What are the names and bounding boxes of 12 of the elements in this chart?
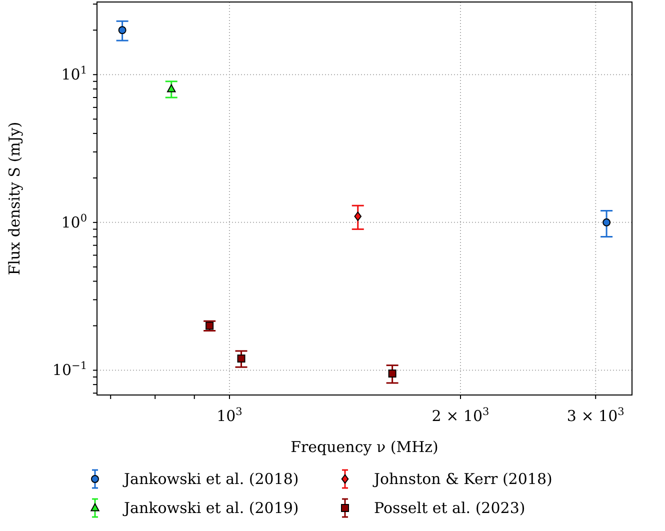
x-tick-label: 2 × 10$^{3}$ xyxy=(432,406,490,425)
x-tick-label: 3 × 10$^{3}$ xyxy=(566,406,624,425)
y-tick-label: 10$^{1}$ xyxy=(61,64,87,84)
legend-label: Jankowski et al. (2018) xyxy=(124,470,299,488)
legend-label: Johnston & Kerr (2018) xyxy=(374,470,552,488)
legend-label: Jankowski et al. (2019) xyxy=(124,498,299,516)
y-tick-label: 10$^{0}$ xyxy=(61,212,87,232)
x-axis-title: Frequency ν (MHz) xyxy=(290,438,438,456)
x-tick-label: 10$^{3}$ xyxy=(216,406,242,425)
y-tick-label: 10$^{−1}$ xyxy=(52,360,87,380)
y-axis-title: Flux density S (mJy) xyxy=(5,122,24,276)
legend-label: Posselt et al. (2023) xyxy=(374,498,526,516)
